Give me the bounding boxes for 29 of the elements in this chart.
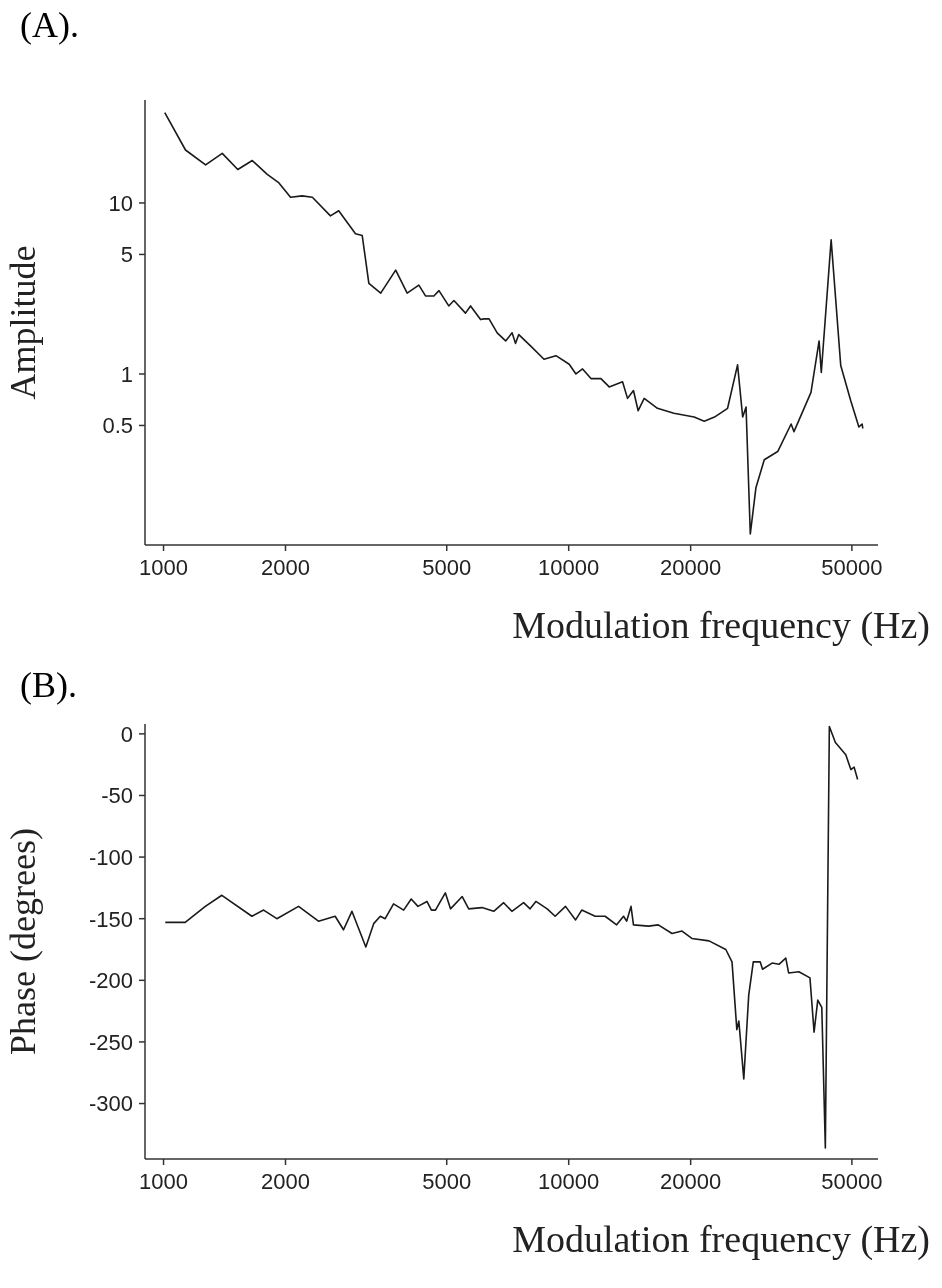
y-tick-label: -200 [88,968,133,994]
y-tick-label: -300 [88,1091,133,1117]
x-tick-label: 5000 [422,554,472,580]
x-tick-label: 20000 [660,1168,722,1194]
x-tick-label: 50000 [821,554,883,580]
x-tick-label: 1000 [139,554,189,580]
y-tick-label: -250 [88,1029,133,1055]
x-tick-label: 10000 [538,1168,600,1194]
y-tick-label: -100 [88,844,133,870]
x-tick-label: 5000 [422,1168,472,1194]
y-tick-label: 1 [120,361,133,387]
x-tick-label: 2000 [261,1168,310,1194]
chart-title: (B). [19,664,78,707]
y-tick-label: 0.5 [102,413,133,439]
y-tick-label: 5 [120,242,133,268]
y-tick-label: -50 [101,783,133,809]
y-tick-label: -150 [88,906,133,932]
x-axis-title: Modulation frequency (Hz) [511,603,931,648]
x-tick-label: 1000 [139,1168,189,1194]
y-axis-title: Amplitude [2,245,43,400]
y-tick-label: 0 [120,721,133,747]
x-tick-label: 10000 [538,554,600,580]
x-tick-label: 20000 [660,554,722,580]
x-tick-label: 2000 [261,554,310,580]
chart-title: (A). [19,4,80,47]
y-axis-title: Phase (degrees) [2,828,43,1055]
x-tick-label: 50000 [821,1168,883,1194]
y-tick-label: 10 [108,190,133,216]
x-axis-title: Modulation frequency (Hz) [511,1217,931,1262]
